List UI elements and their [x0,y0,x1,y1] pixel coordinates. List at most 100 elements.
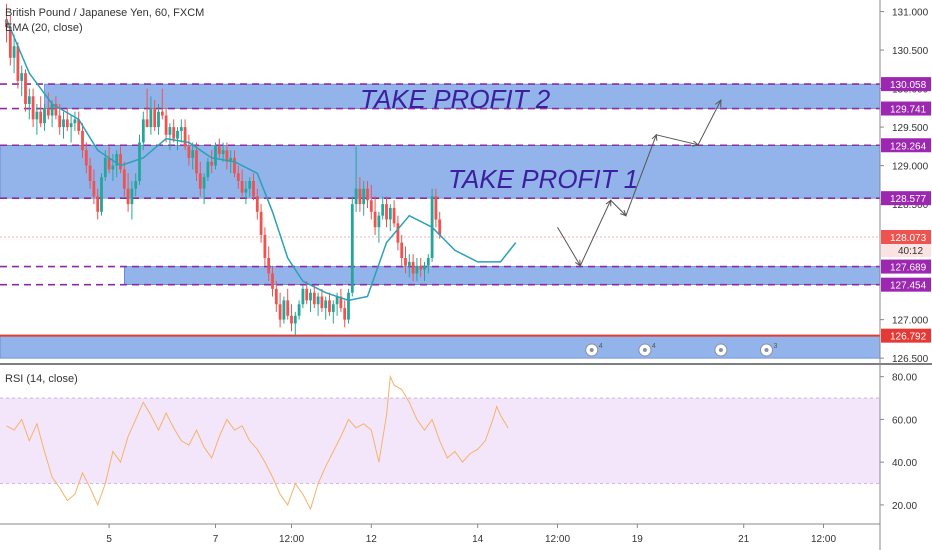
countdown-label: 40:12 [898,246,923,257]
candle-body [24,73,27,104]
candle-body [115,154,119,166]
candle-body [282,300,286,320]
event-count: 4 [652,343,656,350]
candle-body [214,146,217,166]
candle-body [316,296,320,305]
candle-body [179,127,183,131]
candle-body [210,161,214,166]
candle-body [373,211,377,228]
time-tick-label: 7 [213,534,219,545]
candle-body [195,150,198,174]
candle-body [149,107,153,128]
price-tick-label: 129.000 [892,162,929,173]
candle-body [187,146,191,158]
candle-body [324,300,328,309]
candle-body [153,107,157,128]
candle-body [286,300,290,316]
candle-body [331,304,335,312]
candle-body [191,150,195,158]
candle-body [217,146,221,155]
candle-body [328,300,331,312]
candle-body [168,127,172,135]
event-count: 4 [599,343,603,350]
rsi-line [6,374,509,511]
candles-layer [5,3,442,336]
candle-body [138,142,141,181]
candle-body [92,181,96,197]
candle-body [396,223,400,243]
candle-body [130,188,134,205]
rsi-indicator-label[interactable]: RSI (14, close) [5,373,78,385]
time-tick-label: 19 [632,534,644,545]
candle-body [388,207,392,220]
candle-body [39,111,43,124]
candle-body [423,265,426,270]
candle-body [407,261,411,266]
rsi-tick-label: 80.00 [892,373,917,384]
candle-body [426,258,430,266]
price-tick-label: 130.500 [892,46,929,57]
candle-body [198,173,202,189]
economic-event-icon[interactable] [714,343,728,357]
ema-layer [5,18,517,302]
projected-path-arrowhead [715,99,722,108]
earnings-event-icon-dot [589,348,594,352]
candle-body [419,265,423,270]
candle-body [354,188,358,205]
candle-body [320,296,324,309]
candle-body [255,196,259,212]
candle-body [312,292,316,305]
earnings-event-icon[interactable]: 4 [638,343,656,357]
candle-body [244,188,248,193]
ema-indicator-label[interactable]: EMA (20, close) [5,22,83,34]
time-tick-label: 12:00 [811,534,836,545]
candle-body [8,26,12,58]
candle-body [233,157,236,174]
candle-body [385,204,388,220]
candle-body [415,265,419,274]
symbol-title[interactable]: British Pound / Japanese Yen, 60, FXCM [5,7,204,19]
candle-body [31,96,35,120]
price-tick-label: 131.000 [892,8,929,19]
candle-body [206,161,210,178]
price-level-label: 126.792 [890,332,927,343]
candle-body [297,304,301,316]
projected-path-arrowhead [575,259,581,267]
candle-body [267,258,271,274]
economic-event-icon-dot [718,348,723,352]
candle-body [225,150,229,162]
candle-body [259,211,263,235]
economic-event-icon[interactable]: 3 [760,343,778,357]
price-level-label: 128.073 [890,233,927,244]
rsi-tick-label: 40.00 [892,458,917,469]
candle-body [43,107,46,124]
projection-layer [557,99,722,267]
candle-body [141,119,145,143]
candle-body [62,119,65,128]
entry-zone [124,266,881,285]
ema-line [5,18,517,302]
support-zone [0,335,881,359]
earnings-event-icon[interactable]: 4 [585,343,603,357]
price-level-badge [881,101,931,116]
candle-body [293,315,297,324]
candle-body [145,119,149,128]
time-tick-label: 5 [106,534,112,545]
candle-body [12,46,16,58]
price-level-label: 129.264 [890,141,927,152]
candle-body [362,188,366,205]
earnings-event-icon-dot [642,348,647,352]
candle-body [134,181,138,189]
candle-body [172,127,176,139]
take-profit-1-zone [0,144,881,199]
candle-body [88,165,92,181]
price-level-badge [881,229,931,244]
candle-body [248,181,252,189]
candle-body [5,19,8,27]
candle-body [96,196,100,212]
candle-body [160,111,164,116]
rsi-layer [0,374,880,511]
price-level-badge [881,259,931,274]
candle-body [122,169,126,189]
